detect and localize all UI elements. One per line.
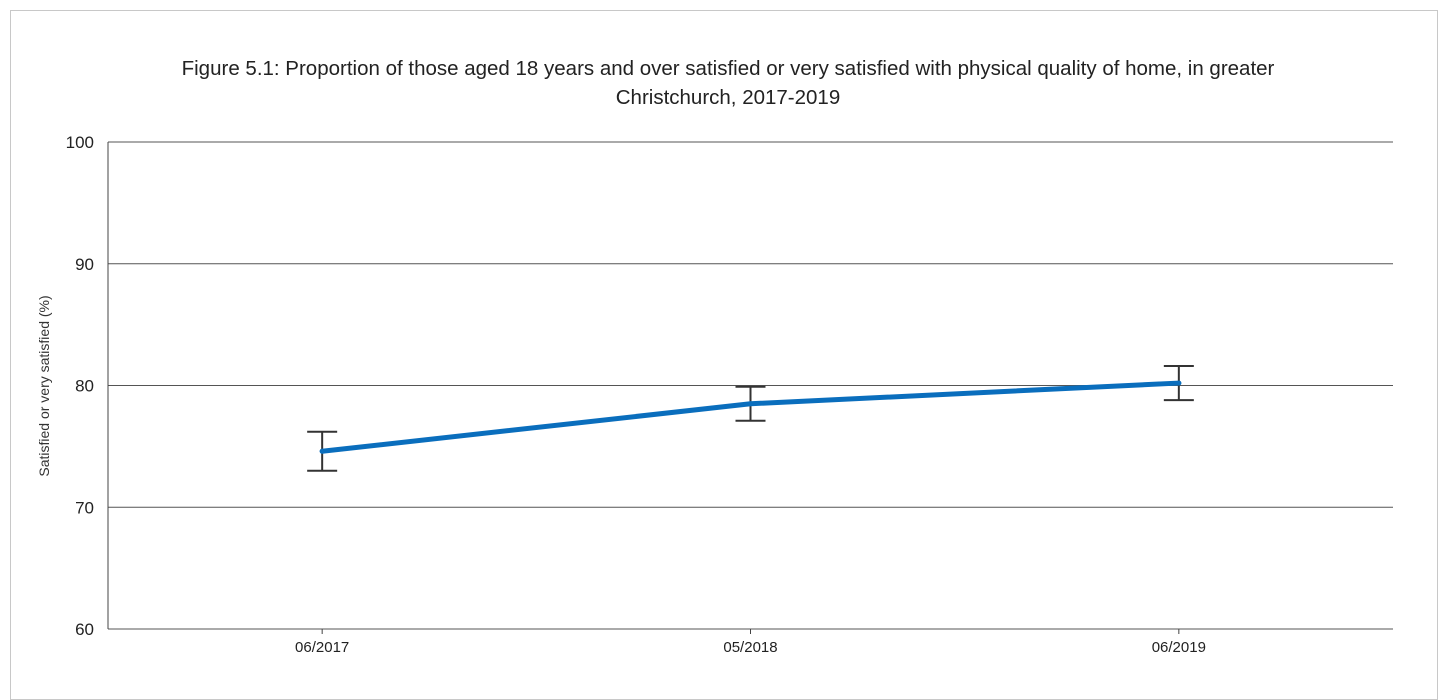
y-tick-labels: 60 70 80 90 100 bbox=[66, 133, 94, 639]
x-tick-label: 05/2018 bbox=[723, 639, 777, 656]
chart-title: Figure 5.1: Proportion of those aged 18 … bbox=[181, 57, 1275, 109]
axes bbox=[107, 142, 1180, 634]
y-axis-title: Satisfied or very satisfied (%) bbox=[36, 295, 52, 476]
data-point bbox=[319, 448, 325, 454]
series-lines bbox=[319, 380, 1182, 454]
x-tick-label: 06/2019 bbox=[1152, 639, 1206, 656]
data-point bbox=[1176, 380, 1182, 386]
y-tick-label: 60 bbox=[75, 620, 94, 639]
data-point bbox=[748, 401, 753, 407]
x-tick-label: 06/2017 bbox=[295, 639, 349, 656]
y-tick-label: 100 bbox=[66, 133, 94, 152]
gridlines bbox=[108, 141, 1393, 630]
y-tick-label: 70 bbox=[75, 498, 94, 517]
y-tick-label: 80 bbox=[75, 377, 94, 396]
y-tick-label: 90 bbox=[75, 255, 94, 274]
x-tick-labels: 06/2017 05/2018 06/2019 bbox=[295, 639, 1206, 656]
chart-frame bbox=[10, 10, 1438, 700]
error-bars bbox=[307, 365, 1194, 472]
